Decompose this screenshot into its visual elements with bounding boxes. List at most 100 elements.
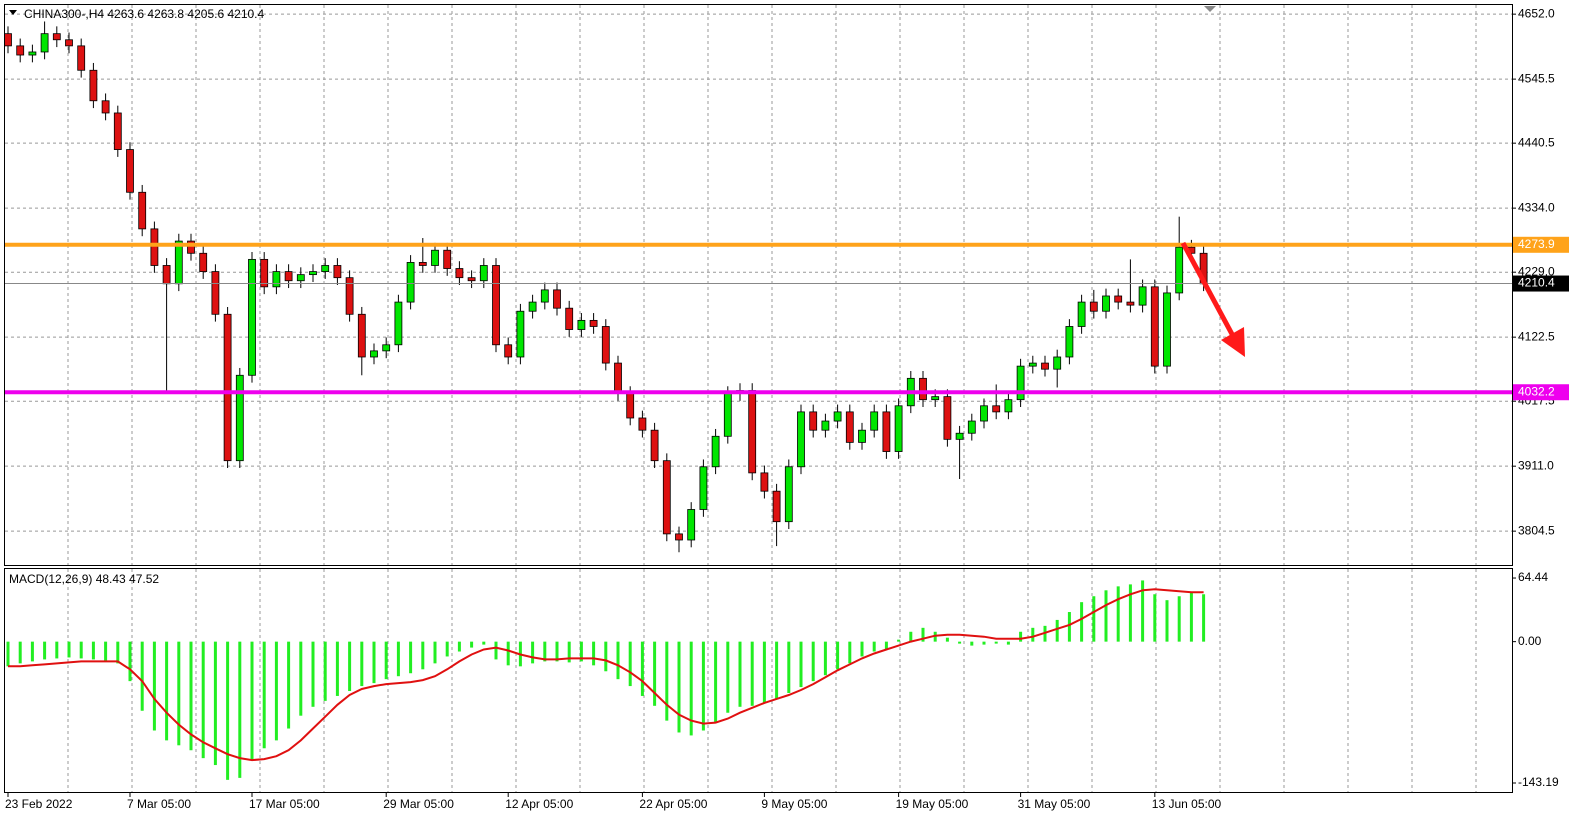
y-tick-label: 64.44 (1518, 570, 1548, 584)
macd-bar (750, 641, 754, 706)
macd-bar (470, 641, 474, 648)
level-label-bg (1513, 236, 1569, 253)
candle-body (565, 307, 574, 330)
macd-bar (921, 627, 925, 642)
candle-body (931, 396, 940, 401)
y-tick-label: 4334.0 (1518, 200, 1555, 214)
macd-bar (18, 641, 22, 664)
candle-body (150, 228, 159, 266)
macd-bar (372, 641, 376, 684)
macd-bar (213, 641, 217, 766)
candle-body (357, 313, 366, 358)
candle-body (601, 326, 610, 364)
macd-bar (494, 641, 498, 660)
macd-bar (701, 641, 705, 731)
plot-layer (4, 21, 1512, 780)
macd-bar (616, 641, 620, 680)
macd-bar (689, 641, 693, 736)
macd-bar (226, 641, 230, 780)
macd-bar (6, 641, 10, 667)
candle-body (77, 45, 86, 71)
candle-body (1114, 295, 1123, 303)
macd-bar (909, 631, 913, 642)
macd-bar (592, 641, 596, 666)
macd-bar (287, 641, 291, 729)
candle-body (113, 112, 122, 150)
candle-body (723, 393, 732, 437)
x-tick-label: 29 Mar 05:00 (383, 797, 454, 811)
macd-bar (104, 641, 108, 662)
macd-bar (1055, 619, 1059, 642)
candle-body (711, 435, 720, 468)
x-tick-label: 17 Mar 05:00 (249, 797, 320, 811)
candle-body (662, 460, 671, 535)
macd-bar (91, 641, 95, 660)
menu-triangle[interactable] (9, 10, 17, 15)
candle-body (296, 274, 305, 282)
candle-body (614, 362, 622, 394)
macd-bar (384, 641, 388, 680)
candle-body (675, 533, 683, 541)
macd-bar (775, 641, 779, 699)
macd-bar (811, 641, 815, 682)
macd-bar (958, 641, 962, 644)
candle-body (577, 319, 586, 330)
x-tick-label: 31 May 05:00 (1018, 797, 1091, 811)
y-tick-label: 4229.0 (1518, 264, 1555, 278)
level-label-bg (1513, 384, 1569, 401)
candle-body (370, 350, 378, 358)
macd-bar (872, 641, 876, 652)
candle-body (919, 377, 927, 401)
candle-body (516, 310, 525, 358)
macd-bar (836, 641, 840, 670)
macd-bar (1177, 596, 1181, 642)
y-tick-label: 4545.5 (1518, 71, 1555, 85)
macd-bar (250, 641, 254, 761)
y-tick-label: 3804.5 (1518, 523, 1555, 537)
macd-bar (43, 641, 47, 660)
candle-body (309, 271, 317, 276)
candle-body (699, 466, 708, 510)
macd-bar (665, 641, 669, 721)
candle-body (333, 265, 342, 279)
candle-body (455, 268, 464, 279)
candle-body (138, 191, 147, 230)
candle-body (821, 420, 830, 431)
y-tick-label: 3911.0 (1518, 458, 1554, 472)
macd-bar (238, 641, 242, 778)
bid-label-bg (1513, 275, 1569, 292)
macd-bar (1067, 612, 1071, 642)
macd-bar (1165, 600, 1169, 642)
macd-bar (543, 641, 547, 662)
macd-bar (396, 641, 400, 677)
macd-bar (640, 641, 644, 696)
candle-body (748, 390, 757, 474)
candle-body (1126, 301, 1135, 306)
macd-bar (274, 641, 278, 741)
shift-marker (1204, 6, 1216, 12)
candle-body (28, 51, 37, 56)
candle-body (528, 301, 537, 312)
candle-body (1053, 356, 1062, 370)
x-tick-label: 22 Apr 05:00 (639, 797, 707, 811)
candle-body (199, 252, 208, 272)
macd-bar (860, 641, 864, 657)
macd-bar (140, 641, 144, 711)
candle-body (760, 472, 769, 492)
macd-bar (177, 641, 181, 746)
macd-bar (1116, 586, 1120, 642)
chart-title: CHINA300-,H4 4263.6 4263.8 4205.6 4210.4 (24, 7, 265, 21)
macd-bar (311, 641, 315, 707)
candle-body (809, 411, 818, 431)
candle-body (1004, 399, 1013, 413)
candle-body (1077, 301, 1086, 327)
arrow-head (1221, 327, 1245, 357)
macd-bar (1128, 584, 1132, 642)
candle-body (967, 420, 976, 434)
y-tick-label: -143.19 (1518, 775, 1559, 789)
macd-bar (994, 641, 998, 644)
candle-body (784, 466, 793, 523)
candle-body (772, 490, 781, 523)
